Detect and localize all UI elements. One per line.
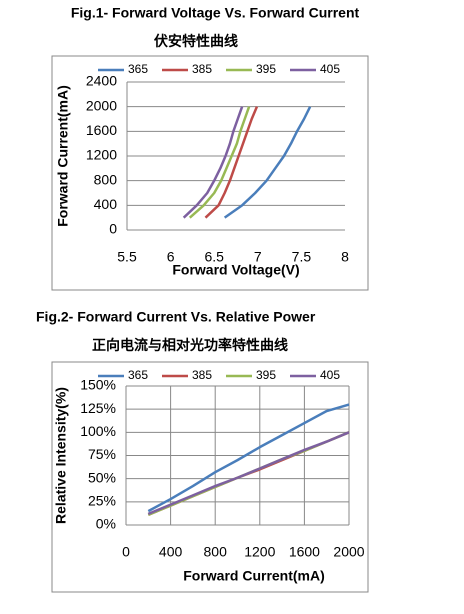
x-tick-label: 1600 bbox=[289, 544, 320, 560]
x-tick-label: 1200 bbox=[244, 544, 275, 560]
legend-label: 395 bbox=[256, 368, 276, 382]
x-tick-label: 2000 bbox=[333, 544, 364, 560]
y-tick-label: 800 bbox=[94, 171, 118, 187]
series-line bbox=[147, 431, 350, 516]
y-tick-label: 1600 bbox=[86, 122, 117, 138]
series-line bbox=[223, 106, 312, 219]
x-tick-label: 7 bbox=[254, 249, 262, 265]
legend-label: 385 bbox=[192, 368, 212, 382]
y-axis-label: Forward Current(mA) bbox=[55, 85, 71, 227]
legend-label: 405 bbox=[320, 368, 340, 382]
legend-label: 395 bbox=[256, 62, 276, 76]
y-tick-label: 2000 bbox=[86, 97, 117, 113]
chart-subtitle: 正向电流与相对光功率特性曲线 bbox=[92, 337, 288, 354]
legend-label: 365 bbox=[128, 368, 148, 382]
x-tick-label: 0 bbox=[122, 544, 130, 560]
y-tick-label: 100% bbox=[80, 423, 116, 439]
x-axis-label: Forward Voltage(V) bbox=[172, 262, 299, 278]
y-tick-label: 1200 bbox=[86, 147, 117, 163]
y-tick-label: 50% bbox=[88, 469, 116, 485]
chart-title: Fig.2- Forward Current Vs. Relative Powe… bbox=[36, 309, 316, 325]
series-line bbox=[147, 403, 350, 513]
series-line bbox=[204, 106, 259, 219]
y-tick-label: 400 bbox=[94, 196, 118, 212]
y-tick-label: 0% bbox=[96, 516, 116, 532]
legend-label: 385 bbox=[192, 62, 212, 76]
x-tick-label: 8 bbox=[341, 249, 349, 265]
chart-subtitle: 伏安特性曲线 bbox=[154, 33, 238, 50]
x-tick-label: 6.5 bbox=[204, 249, 224, 265]
legend-label: 405 bbox=[320, 62, 340, 76]
y-tick-label: 0 bbox=[109, 221, 117, 237]
y-axis-label: Relative Intensity(%) bbox=[53, 387, 69, 524]
x-tick-label: 7.5 bbox=[292, 249, 312, 265]
y-tick-label: 25% bbox=[88, 493, 116, 509]
x-tick-label: 800 bbox=[204, 544, 228, 560]
legend-label: 365 bbox=[128, 62, 148, 76]
x-tick-label: 5.5 bbox=[117, 249, 137, 265]
y-tick-label: 75% bbox=[88, 446, 116, 462]
x-axis-label: Forward Current(mA) bbox=[183, 568, 325, 584]
y-tick-label: 2400 bbox=[86, 73, 117, 89]
chart-frame bbox=[51, 361, 369, 593]
y-tick-label: 150% bbox=[80, 377, 116, 393]
x-tick-label: 6 bbox=[167, 249, 175, 265]
series-line bbox=[182, 106, 244, 219]
y-tick-label: 125% bbox=[80, 400, 116, 416]
chart-title: Fig.1- Forward Voltage Vs. Forward Curre… bbox=[71, 5, 360, 21]
x-tick-label: 400 bbox=[159, 544, 183, 560]
series-line bbox=[188, 106, 251, 219]
chart-frame bbox=[51, 55, 369, 291]
